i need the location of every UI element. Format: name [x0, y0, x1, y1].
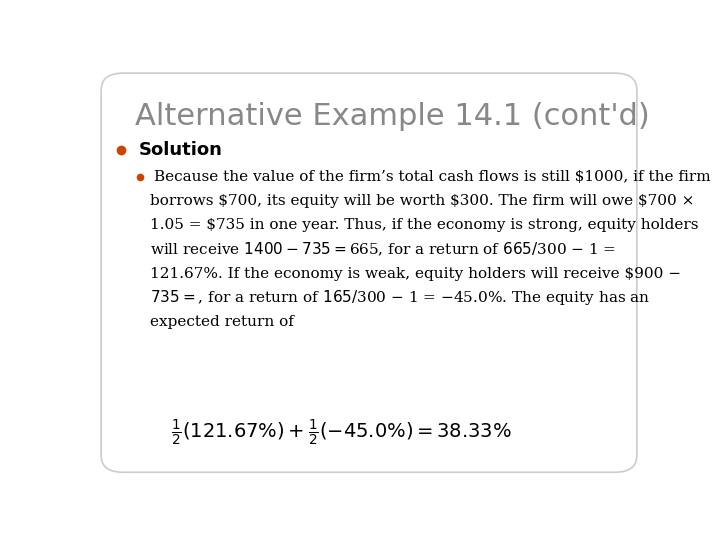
Text: Solution: Solution [138, 141, 222, 159]
Text: Alternative Example 14.1 (cont'd): Alternative Example 14.1 (cont'd) [135, 102, 649, 131]
Text: 1.05 = $735 in one year. Thus, if the economy is strong, equity holders: 1.05 = $735 in one year. Thus, if the ec… [150, 218, 698, 232]
Text: will receive $1400 − 735 = $665, for a return of $665/$300 − 1 =: will receive $1400 − 735 = $665, for a r… [150, 241, 616, 258]
Text: expected return of: expected return of [150, 315, 294, 329]
Text: 121.67%. If the economy is weak, equity holders will receive $900 −: 121.67%. If the economy is weak, equity … [150, 267, 680, 281]
FancyBboxPatch shape [101, 73, 637, 472]
Text: Because the value of the firm’s total cash flows is still $1000, if the firm: Because the value of the firm’s total ca… [154, 170, 711, 184]
Text: borrows $700, its equity will be worth $300. The firm will owe $700 ×: borrows $700, its equity will be worth $… [150, 194, 694, 208]
Text: $\frac{1}{2}(121.67\%) + \frac{1}{2}(-45.0\%) = 38.33\%$: $\frac{1}{2}(121.67\%) + \frac{1}{2}(-45… [171, 418, 511, 448]
Text: $735 = $, for a return of $165/$300 − 1 = −45.0%. The equity has an: $735 = $, for a return of $165/$300 − 1 … [150, 288, 650, 307]
